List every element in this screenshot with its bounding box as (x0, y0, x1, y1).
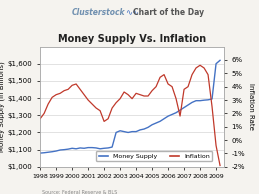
Title: Money Supply Vs. Inflation: Money Supply Vs. Inflation (58, 34, 206, 44)
Text: Source: Federal Reserve & BLS: Source: Federal Reserve & BLS (42, 190, 117, 194)
Legend: Money Supply, Inflation: Money Supply, Inflation (96, 151, 212, 161)
Y-axis label: Money Supply (in Billions): Money Supply (in Billions) (0, 61, 5, 152)
Y-axis label: Inflation Rate: Inflation Rate (248, 83, 254, 130)
Text: Chart of the Day: Chart of the Day (133, 8, 204, 17)
Text: ∿∿: ∿∿ (125, 8, 139, 17)
Text: Clusterstock: Clusterstock (71, 8, 125, 17)
